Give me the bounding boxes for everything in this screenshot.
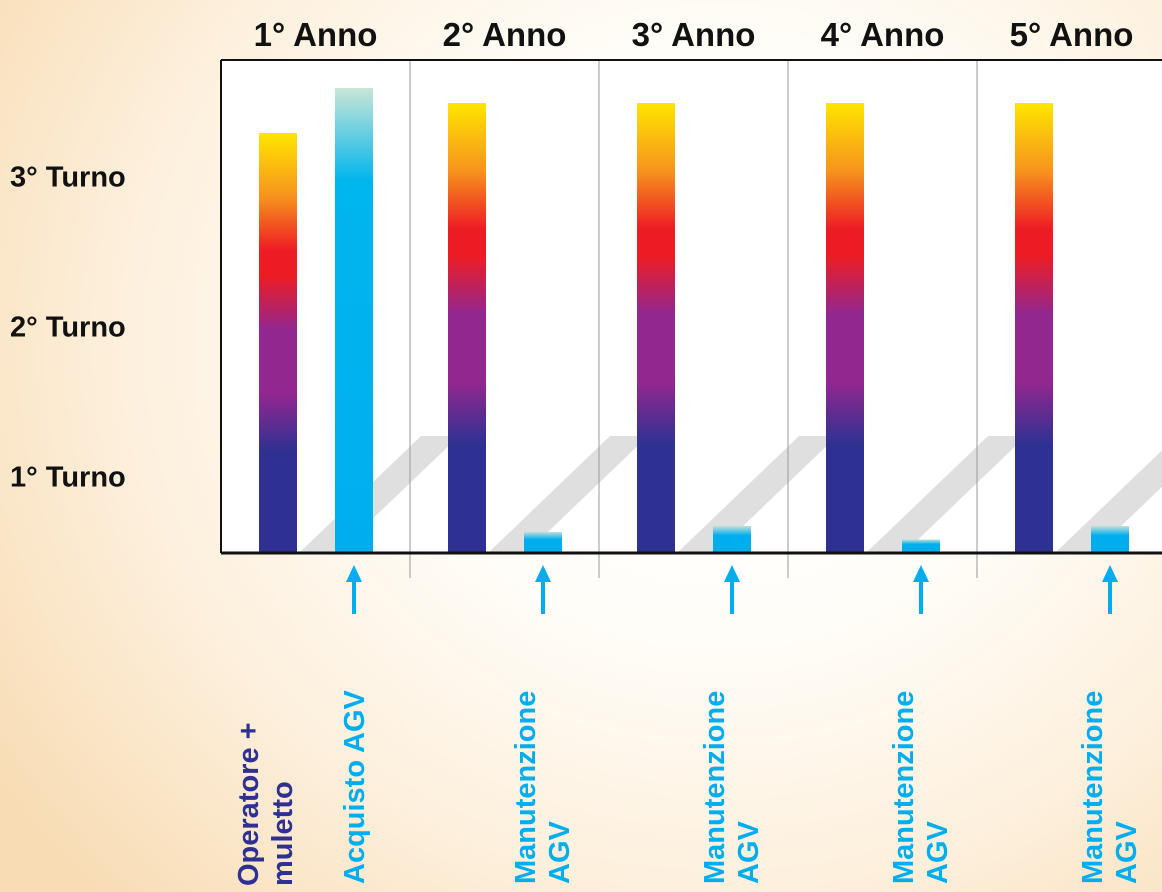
x-tick-label: 5° Anno [1010,16,1134,53]
x-tick-labels: 1° Anno 2° Anno 3° Anno 4° Anno 5° Anno [254,16,1134,53]
annotation-label: Acquisto AGV [339,689,371,884]
operator-bar [448,103,486,553]
bar-shadow [677,436,837,553]
annotation-line: Manutenzione [510,691,542,884]
x-tick-label: 3° Anno [632,16,756,53]
operator-series-label: Operatore +muletto [233,722,299,886]
annotation-line: Manutenzione [888,691,920,884]
x-tick-label: 4° Anno [821,16,945,53]
agv-bar [335,88,373,553]
operator-bar [1015,103,1053,553]
annotation-line: AGV [733,821,765,885]
bars [259,88,1129,553]
year-dividers [409,60,978,578]
annotation-arrows [346,565,1118,614]
y-tick-label: 1° Turno [10,462,126,494]
annotation-arrowhead [346,565,362,582]
bar-shadow [1055,450,1162,553]
x-tick-label: 1° Anno [254,16,378,53]
annotation-arrowhead [724,565,740,582]
annotation-line: Manutenzione [1077,691,1109,884]
annotation-label: ManutenzioneAGV [510,691,576,884]
operator-series-label-line: Operatore + [233,722,265,886]
annotation-label: ManutenzioneAGV [699,691,765,884]
operator-series-label-line: muletto [267,781,299,886]
agv-bar [524,532,562,553]
operator-bar [637,103,675,553]
annotation-arrowhead [1102,565,1118,582]
plot-area [221,60,1162,553]
annotation-arrowhead [913,565,929,582]
annotation-label: ManutenzioneAGV [888,691,954,884]
operator-bar [826,103,864,553]
annotation-line: AGV [1111,821,1143,885]
agv-bar [902,539,940,553]
bar-shadow [488,436,648,553]
agv-bar [713,526,751,553]
x-tick-label: 2° Anno [443,16,567,53]
agv-bar [1091,526,1129,553]
y-tick-labels: 1° Turno 2° Turno 3° Turno [10,162,126,494]
y-tick-label: 3° Turno [10,162,126,194]
annotation-arrowhead [535,565,551,582]
annotation-label: ManutenzioneAGV [1077,691,1143,884]
operator-bar [259,133,297,553]
annotations: Acquisto AGV ManutenzioneAGV ManutenzioneA… [233,689,1143,886]
bar-shadow [866,436,1026,553]
y-tick-label: 2° Turno [10,312,126,344]
annotation-line: AGV [544,821,576,885]
annotation-line: Manutenzione [699,691,731,884]
annotation-line: Acquisto AGV [339,689,371,884]
annotation-line: AGV [922,821,954,885]
